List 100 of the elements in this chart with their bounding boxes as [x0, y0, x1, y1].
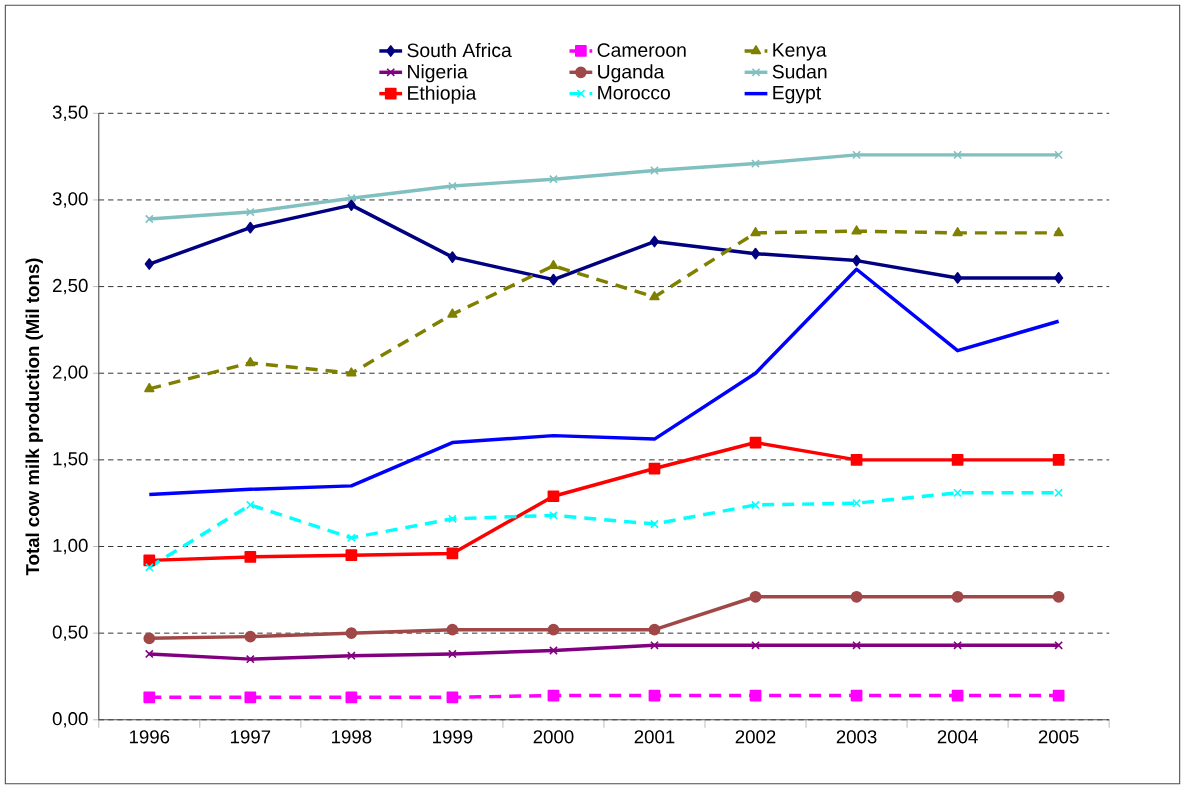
point — [346, 651, 356, 661]
point — [1054, 640, 1064, 650]
point — [144, 562, 154, 572]
point — [548, 259, 559, 270]
y-axis-title: Total cow milk production (Mil tons) — [25, 258, 43, 576]
y-tick-label: 0,00 — [52, 712, 88, 728]
point — [648, 623, 661, 636]
point — [951, 453, 964, 466]
y-tick-label: 1,00 — [53, 538, 88, 555]
y-tick-label: 1,50 — [53, 452, 88, 468]
point — [548, 273, 559, 286]
x-tick-label: 1999 — [433, 730, 473, 744]
point — [1052, 453, 1065, 466]
point — [448, 514, 457, 524]
point — [1052, 689, 1065, 702]
point — [346, 533, 356, 543]
point — [852, 150, 861, 160]
point — [751, 500, 760, 510]
point — [750, 247, 761, 260]
point — [650, 640, 659, 650]
point — [448, 181, 457, 191]
point — [144, 258, 154, 270]
legend-label: Uganda — [598, 64, 665, 83]
point — [244, 550, 257, 563]
legend-label: Nigeria — [408, 64, 468, 83]
point — [953, 150, 962, 160]
point — [648, 689, 661, 702]
point — [953, 640, 962, 650]
legend-label: Ethiopia — [408, 85, 477, 104]
point — [549, 510, 558, 520]
point — [144, 649, 154, 659]
x-tick-label: 2005 — [1038, 730, 1079, 744]
point — [447, 308, 458, 318]
point — [245, 654, 255, 664]
point — [852, 498, 861, 508]
point — [446, 547, 459, 560]
point — [245, 500, 255, 510]
x-tick-label: 1997 — [231, 730, 271, 744]
point — [143, 691, 156, 704]
line-series — [147, 267, 1061, 497]
point — [547, 623, 560, 636]
point — [245, 356, 256, 367]
point — [549, 174, 558, 184]
point — [346, 199, 356, 211]
point — [245, 207, 255, 217]
point — [1052, 590, 1065, 603]
point — [649, 235, 660, 248]
point — [448, 649, 457, 659]
point — [143, 632, 156, 645]
y-tick-label: 0,50 — [52, 625, 88, 641]
legend-label: Morocco — [598, 85, 670, 100]
y-tick-label: 3,00 — [52, 192, 88, 208]
x-tick-label: 1998 — [332, 730, 372, 744]
point — [447, 251, 458, 263]
point — [446, 623, 459, 636]
point — [749, 689, 762, 702]
point — [650, 519, 659, 529]
point — [1054, 150, 1064, 160]
point — [850, 453, 863, 466]
point — [547, 490, 560, 503]
point — [648, 462, 661, 475]
x-tick-label: 2001 — [634, 730, 675, 744]
x-tick-label: 2003 — [836, 730, 877, 744]
x-tick-label: 1996 — [129, 730, 170, 744]
point — [952, 226, 963, 237]
x-tick-label: 2004 — [937, 730, 978, 744]
point — [446, 691, 459, 704]
point — [345, 691, 358, 704]
y-tick-label: 3,50 — [52, 105, 88, 121]
x-tick-label: 2002 — [735, 730, 776, 744]
point — [951, 590, 964, 603]
point — [244, 630, 257, 643]
point — [346, 367, 357, 377]
point — [346, 193, 356, 203]
point — [1054, 272, 1064, 284]
point — [345, 549, 358, 561]
point — [245, 221, 255, 234]
point — [953, 272, 963, 284]
point — [851, 225, 862, 235]
point — [850, 590, 863, 603]
point — [547, 689, 560, 702]
point — [144, 382, 155, 393]
point — [549, 646, 558, 655]
legend-label: Cameroon — [597, 43, 686, 57]
y-tick-label: 2,50 — [53, 278, 88, 295]
point — [749, 590, 762, 603]
point — [852, 640, 861, 650]
point — [1054, 488, 1064, 498]
point — [345, 627, 358, 639]
point — [951, 689, 964, 702]
point — [750, 226, 761, 237]
legend-label: South Africa — [407, 42, 512, 58]
x-tick-label: 2000 — [533, 730, 574, 744]
legend-label: Egypt — [773, 85, 822, 104]
point — [244, 691, 257, 704]
point — [749, 436, 762, 449]
point — [649, 291, 660, 301]
y-tick-label: 2,00 — [53, 365, 88, 381]
point — [144, 214, 154, 224]
point — [953, 488, 962, 498]
